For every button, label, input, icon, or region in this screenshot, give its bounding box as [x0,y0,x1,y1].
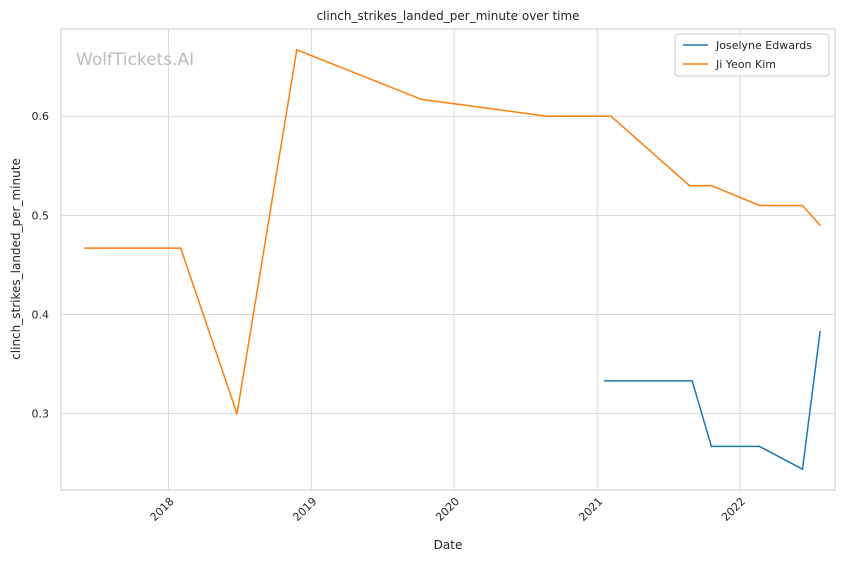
legend-label-joselyne-edwards: Joselyne Edwards [715,39,812,52]
data-point-ji-yeon-kim [546,115,548,117]
data-point-joselyne-edwards [819,330,821,333]
legend: Joselyne Edwards Ji Yeon Kim [674,33,830,77]
data-point-joselyne-edwards [801,468,804,471]
data-point-joselyne-edwards [710,445,713,448]
x-tick-label: 2020 [433,495,462,524]
data-point-joselyne-edwards [691,380,693,382]
x-tick-label: 2022 [719,495,748,524]
watermark: WolfTickets.AI [76,50,194,70]
data-point-ji-yeon-kim [758,204,761,207]
legend-label-ji-yeon-kim: Ji Yeon Kim [715,58,776,71]
y-tick-label: 0.5 [32,209,50,222]
y-axis-ticks: 0.3 0.4 0.5 0.6 [32,110,50,420]
data-point-ji-yeon-kim [688,184,691,187]
data-point-ji-yeon-kim [610,115,612,117]
plot-area [60,28,836,491]
x-axis-label: Date [434,538,463,552]
chart-title: clinch_strikes_landed_per_minute over ti… [316,9,579,23]
x-tick-label: 2019 [290,495,319,524]
series-line-joselyne-edwards [604,331,821,470]
series-lines [84,49,821,471]
x-tick-label: 2018 [148,495,177,524]
data-point-ji-yeon-kim [420,98,423,101]
data-point-ji-yeon-kim [179,247,182,249]
y-axis-label: clinch_strikes_landed_per_minute [9,158,23,360]
data-point-ji-yeon-kim [710,184,713,187]
data-point-joselyne-edwards [758,445,761,448]
y-tick-label: 0.6 [32,110,50,123]
data-point-joselyne-edwards [603,380,606,382]
x-axis-ticks: 2018 2019 2020 2021 2022 [148,495,748,524]
data-point-ji-yeon-kim [236,412,238,415]
data-point-ji-yeon-kim [819,224,821,227]
y-tick-label: 0.4 [32,309,50,322]
data-point-ji-yeon-kim [296,49,298,51]
x-tick-label: 2021 [576,495,605,524]
y-tick-label: 0.3 [32,408,50,421]
legend-box [674,33,830,77]
data-point-ji-yeon-kim [801,204,804,207]
series-line-ji-yeon-kim [84,49,821,415]
grid [61,29,835,490]
data-point-ji-yeon-kim [84,247,86,249]
